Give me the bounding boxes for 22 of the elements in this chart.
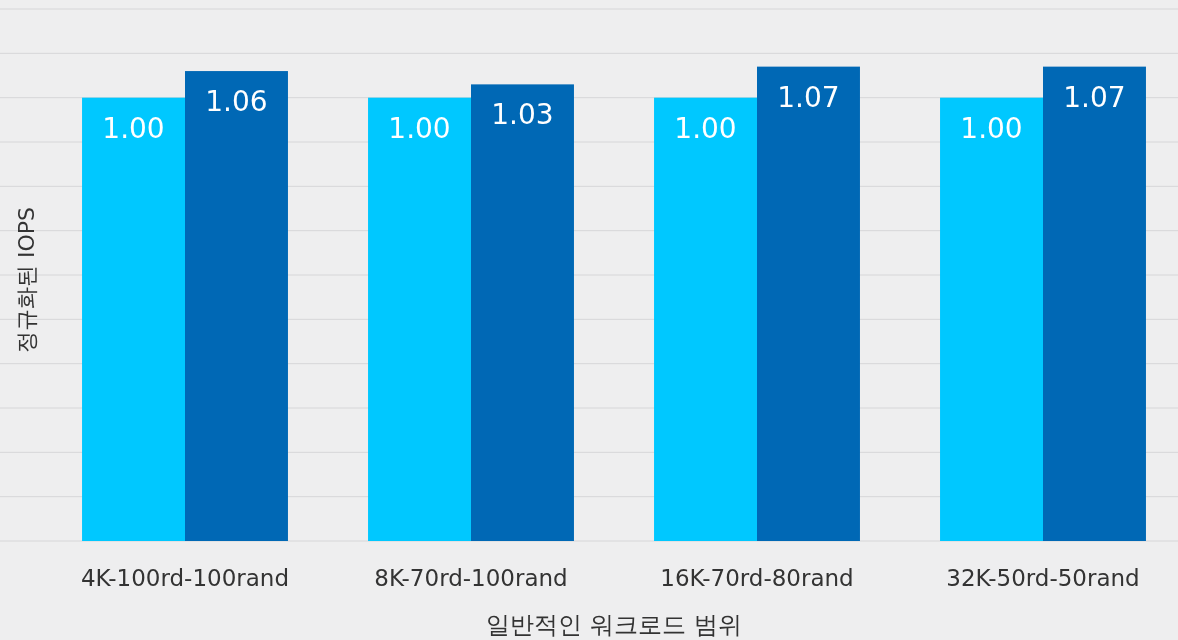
- x-axis-title: 일반적인 워크로드 범위: [486, 611, 742, 639]
- bar: [185, 71, 288, 541]
- y-axis-title: 정규화된 IOPS: [14, 206, 39, 354]
- data-label: 1.06: [205, 85, 268, 119]
- data-label: 1.00: [674, 111, 737, 145]
- bar: [757, 66, 860, 541]
- data-label: 1.03: [491, 98, 554, 132]
- bar: [368, 97, 471, 541]
- data-label: 1.07: [777, 80, 840, 114]
- data-label: 1.07: [1063, 80, 1126, 114]
- bar: [654, 97, 757, 541]
- bar: [82, 97, 185, 541]
- bar: [471, 84, 574, 541]
- data-label: 1.00: [102, 111, 165, 145]
- data-label: 1.00: [388, 111, 451, 145]
- x-tick-label: 4K-100rd-100rand: [80, 565, 290, 591]
- x-tick-label: 8K-70rd-100rand: [374, 565, 568, 591]
- bar: [1043, 66, 1146, 541]
- data-label: 1.00: [960, 111, 1023, 145]
- x-tick-label: 32K-50rd-50rand: [946, 565, 1140, 591]
- x-tick-label: 16K-70rd-80rand: [660, 565, 854, 591]
- bar: [940, 97, 1043, 541]
